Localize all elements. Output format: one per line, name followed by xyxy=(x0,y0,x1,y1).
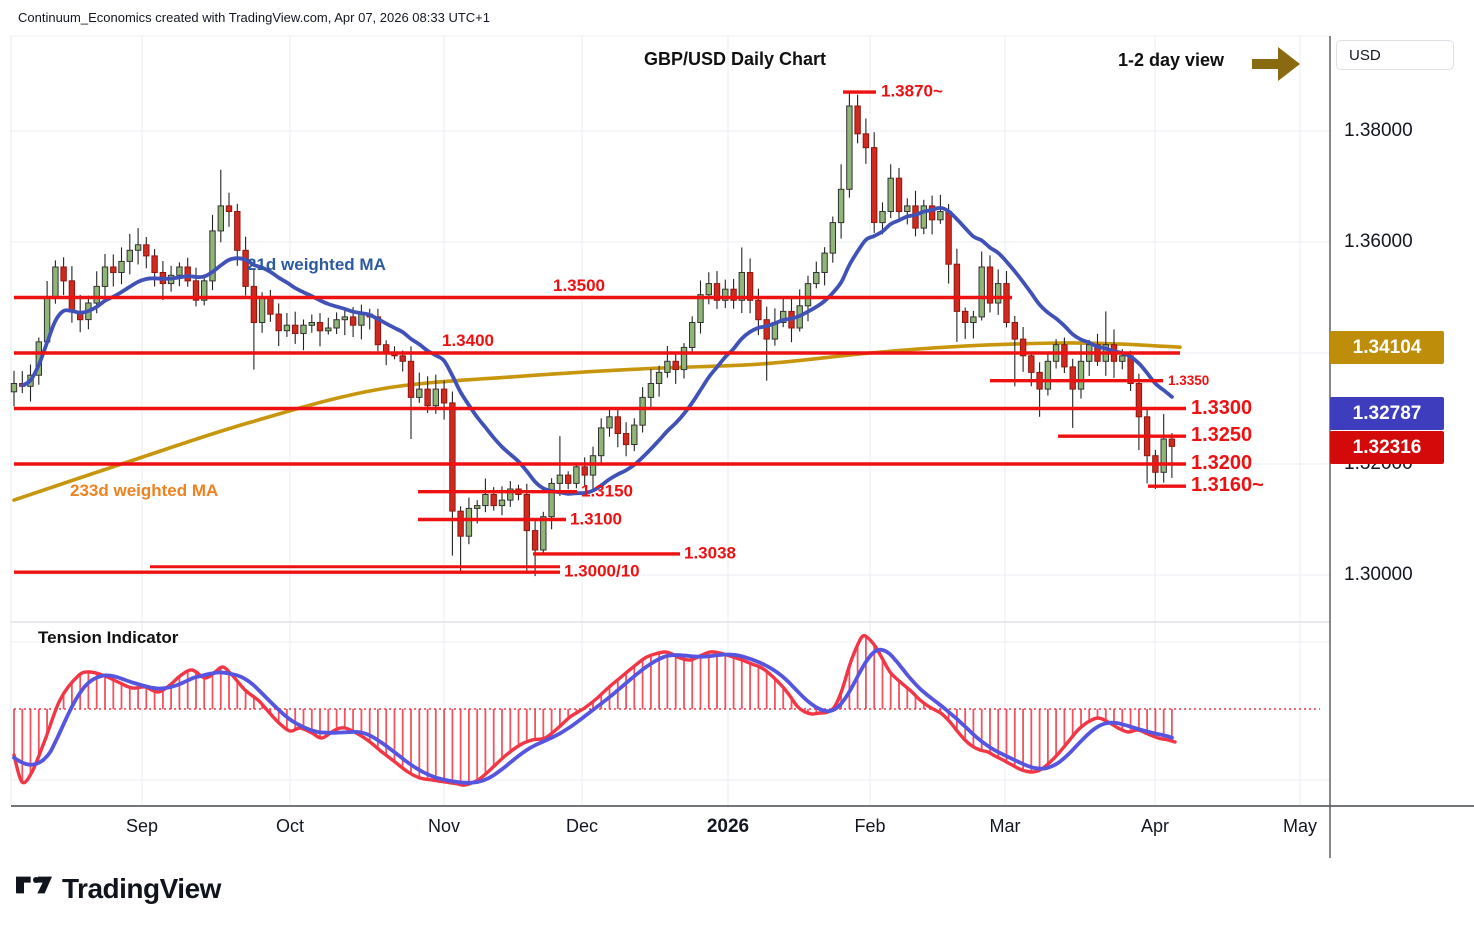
last-price-badge: 1.32316 xyxy=(1330,431,1444,464)
ma233-price-badge: 1.34104 xyxy=(1330,331,1444,364)
currency-selector[interactable]: USD xyxy=(1336,40,1454,70)
level-label-13100: 1.3100 xyxy=(570,509,622,529)
tension-fast-line xyxy=(12,633,1177,787)
level-label-13200: 1.3200 xyxy=(1191,452,1253,475)
ma233-line xyxy=(12,341,1182,502)
price-tick: 1.36000 xyxy=(1344,231,1413,252)
level-lines xyxy=(14,90,1186,574)
month-label-Apr[interactable]: Apr xyxy=(1140,816,1170,836)
month-label-2026[interactable]: 2026 xyxy=(706,816,750,837)
level-label-13870: 1.3870~ xyxy=(881,81,943,101)
month-label-Sep[interactable]: Sep xyxy=(125,816,159,836)
attribution-text: Continuum_Economics created with Trading… xyxy=(18,10,490,25)
ma21-line xyxy=(20,205,1174,496)
tension-slow-line xyxy=(12,647,1174,785)
month-label-Feb[interactable]: Feb xyxy=(854,816,886,836)
level-label-13150: 1.3150 xyxy=(581,481,633,501)
level-label-1300010: 1.3000/10 xyxy=(564,561,640,581)
tradingview-logo[interactable]: TradingView xyxy=(16,872,221,905)
tension-indicator-title: Tension Indicator xyxy=(38,628,179,647)
chart-title: GBP/USD Daily Chart xyxy=(644,49,827,69)
level-label-13500: 1.3500 xyxy=(553,275,605,295)
month-label-Nov[interactable]: Nov xyxy=(427,816,461,836)
candles xyxy=(10,92,1176,577)
level-label-13350: 1.3350 xyxy=(1168,372,1210,388)
tradingview-logo-icon xyxy=(16,872,52,905)
ma233-annotation: 233d weighted MA xyxy=(70,481,219,500)
month-label-Dec[interactable]: Dec xyxy=(565,816,599,836)
level-label-13160: 1.3160~ xyxy=(1191,474,1264,497)
level-label-13038: 1.3038 xyxy=(684,543,736,563)
ma21-price-badge: 1.32787 xyxy=(1330,397,1444,430)
level-label-13300: 1.3300 xyxy=(1191,396,1253,419)
level-label-13400: 1.3400 xyxy=(442,331,494,350)
ma21-annotation: 21d weighted MA xyxy=(247,255,386,274)
month-label-May[interactable]: May xyxy=(1282,816,1318,836)
tradingview-logo-text: TradingView xyxy=(62,872,221,904)
level-label-13250: 1.3250 xyxy=(1191,424,1253,447)
month-label-Oct[interactable]: Oct xyxy=(275,816,305,836)
currency-label: USD xyxy=(1349,46,1381,64)
view-note-label: 1-2 day view xyxy=(1118,50,1225,70)
month-label-Mar[interactable]: Mar xyxy=(989,816,1021,836)
grid xyxy=(10,35,1330,806)
price-tick: 1.38000 xyxy=(1344,120,1413,141)
price-tick: 1.30000 xyxy=(1344,564,1413,585)
tension-indicator xyxy=(12,633,1320,787)
arrow-right-icon xyxy=(1250,42,1302,86)
